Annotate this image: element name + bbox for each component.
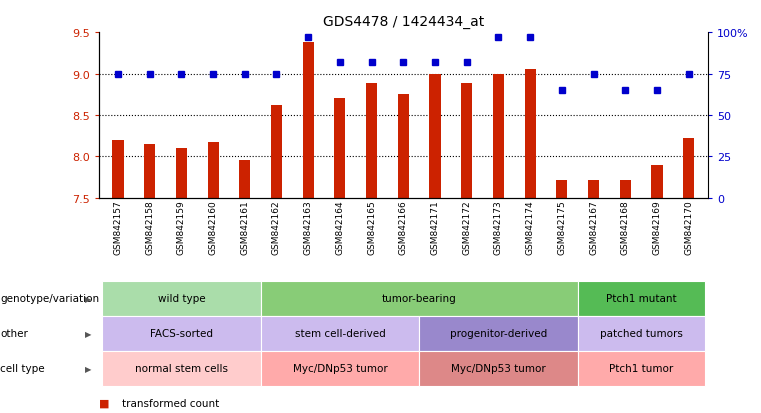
Text: cell type: cell type	[0, 363, 45, 374]
Text: transformed count: transformed count	[122, 398, 219, 408]
Bar	[144, 145, 155, 198]
Text: ▶: ▶	[84, 364, 91, 373]
Bar	[651, 165, 663, 198]
Text: stem cell-derived: stem cell-derived	[295, 328, 385, 339]
Bar	[239, 161, 250, 198]
Bar	[113, 140, 123, 198]
Bar	[556, 180, 568, 198]
Bar	[366, 84, 377, 198]
Text: FACS-sorted: FACS-sorted	[150, 328, 213, 339]
Text: normal stem cells: normal stem cells	[135, 363, 228, 374]
Bar	[398, 95, 409, 198]
Text: Myc/DNp53 tumor: Myc/DNp53 tumor	[451, 363, 546, 374]
Bar	[334, 99, 345, 198]
Bar	[683, 139, 694, 198]
Text: ▶: ▶	[84, 329, 91, 338]
Bar	[176, 149, 187, 198]
Text: other: other	[0, 328, 28, 339]
Text: ▶: ▶	[84, 294, 91, 303]
Bar	[619, 180, 631, 198]
Bar	[271, 106, 282, 198]
Bar	[208, 143, 218, 198]
Text: Ptch1 mutant: Ptch1 mutant	[606, 293, 677, 304]
Bar	[493, 74, 504, 198]
Text: Myc/DNp53 tumor: Myc/DNp53 tumor	[292, 363, 387, 374]
Text: tumor-bearing: tumor-bearing	[382, 293, 457, 304]
Text: wild type: wild type	[158, 293, 205, 304]
Bar	[461, 84, 473, 198]
Text: Ptch1 tumor: Ptch1 tumor	[609, 363, 673, 374]
Text: genotype/variation: genotype/variation	[0, 293, 99, 304]
Title: GDS4478 / 1424434_at: GDS4478 / 1424434_at	[323, 15, 484, 29]
Text: patched tumors: patched tumors	[600, 328, 683, 339]
Bar	[524, 70, 536, 198]
Text: ■: ■	[99, 398, 110, 408]
Bar	[303, 43, 314, 198]
Text: progenitor-derived: progenitor-derived	[450, 328, 547, 339]
Bar	[588, 180, 599, 198]
Bar	[429, 74, 441, 198]
